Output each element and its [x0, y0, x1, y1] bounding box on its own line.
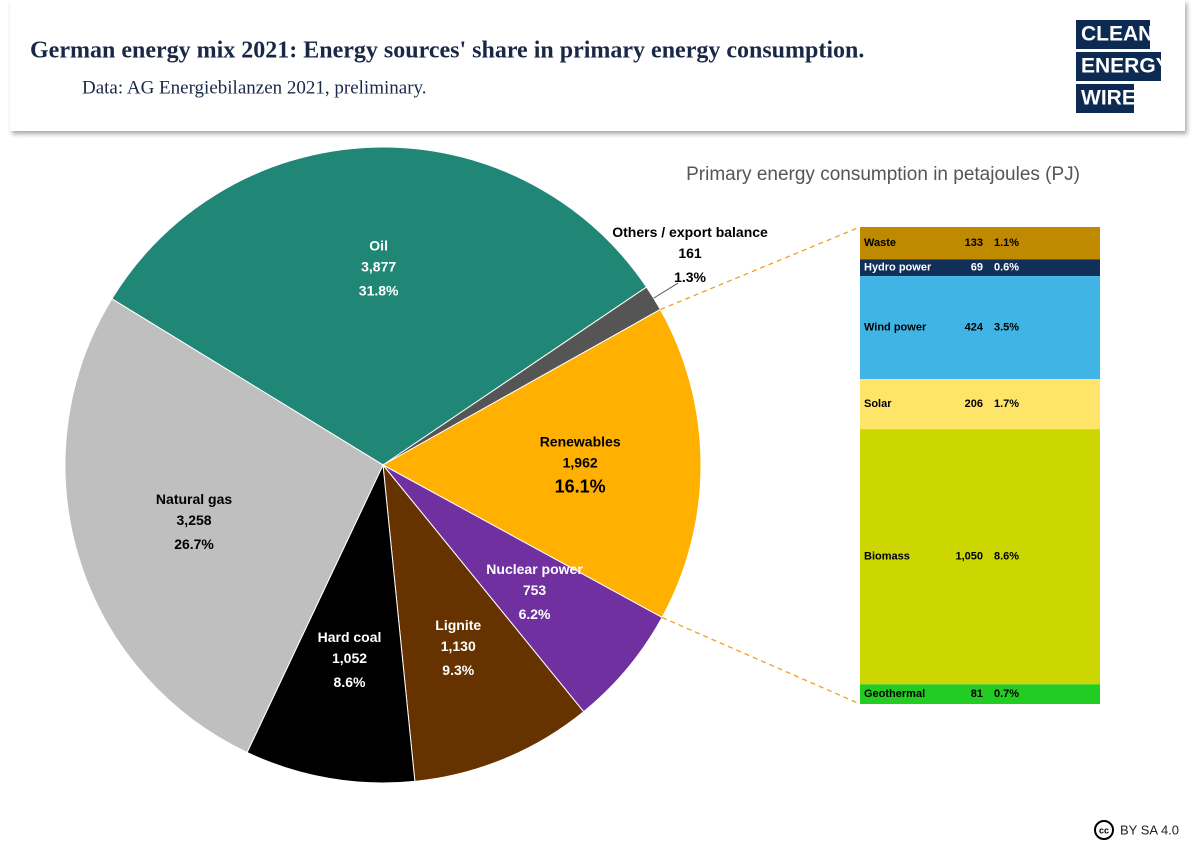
slice-label: Oil [369, 238, 388, 254]
logo: CLEAN ENERGY WIRE [1076, 20, 1170, 113]
pie-slice [381, 308, 702, 619]
segment-value: 1,050 [955, 551, 983, 563]
chart-title: German energy mix 2021: Energy sources' … [30, 38, 864, 64]
logo-box [1076, 52, 1161, 81]
connector-line [661, 616, 861, 705]
segment-percent: 3.5% [994, 322, 1019, 334]
segment-value: 69 [971, 262, 983, 274]
segment-value: 81 [971, 688, 983, 700]
slice-label: Hard coal [318, 629, 382, 645]
license-text: BY SA 4.0 [1120, 822, 1179, 837]
segment-label: Waste [864, 237, 896, 249]
segment-percent: 1.1% [994, 237, 1019, 249]
slice-label: Natural gas [156, 491, 232, 507]
chart-subtitle: Data: AG Energiebilanzen 2021, prelimina… [82, 77, 427, 98]
segment-label: Wind power [864, 322, 927, 334]
slice-label: Renewables [540, 434, 621, 450]
header-panel [10, 0, 1185, 131]
slice-value: 1,130 [441, 638, 476, 654]
segment-value: 424 [965, 322, 984, 334]
slice-label: Lignite [435, 617, 481, 633]
bar-title: Primary energy consumption in petajoules… [686, 164, 1080, 185]
bar-segment [860, 276, 1100, 380]
slice-percent: 1.3% [674, 269, 706, 285]
slice-label: Others / export balance [612, 224, 768, 240]
segment-percent: 0.6% [994, 262, 1019, 274]
slice-value: 3,877 [361, 259, 396, 275]
segment-percent: 8.6% [994, 551, 1019, 563]
pie-slice [382, 464, 663, 713]
slice-percent: 9.3% [442, 662, 474, 678]
slice-value: 161 [678, 245, 702, 261]
segment-label: Hydro power [864, 262, 932, 274]
leader-line [653, 282, 679, 299]
pie-slice [64, 298, 384, 754]
bar-segment [860, 259, 1100, 277]
logo-text: CLEAN [1081, 23, 1153, 46]
segment-label: Solar [864, 398, 892, 410]
bar-segment [860, 684, 1100, 704]
logo-box [1076, 84, 1134, 113]
slice-percent: 8.6% [334, 674, 366, 690]
segment-value: 206 [965, 398, 983, 410]
slice-label: Nuclear power [486, 561, 583, 577]
logo-box [1076, 20, 1150, 49]
bar-segment [860, 429, 1100, 685]
slice-percent: 6.2% [519, 606, 551, 622]
slice-value: 1,962 [563, 455, 598, 471]
license-icon-text: cc [1099, 825, 1109, 835]
slice-percent: 31.8% [359, 283, 399, 299]
pie-slice [111, 146, 648, 466]
license-icon [1094, 820, 1114, 840]
logo-text: WIRE [1081, 87, 1136, 110]
logo-text: ENERGY [1081, 55, 1170, 78]
slice-value: 1,052 [332, 650, 367, 666]
bar-segment [860, 227, 1100, 260]
license: cc BY SA 4.0 [1094, 820, 1179, 840]
slice-value: 753 [523, 582, 547, 598]
segment-percent: 1.7% [994, 398, 1019, 410]
pie-slice [382, 463, 585, 782]
slice-percent: 26.7% [174, 536, 214, 552]
segment-label: Biomass [864, 551, 910, 563]
pie-slice [246, 463, 416, 784]
bar-segment [860, 379, 1100, 430]
slice-value: 3,258 [177, 512, 212, 528]
segment-value: 133 [965, 237, 983, 249]
slice-percent: 16.1% [555, 477, 606, 497]
segment-percent: 0.7% [994, 688, 1019, 700]
segment-label: Geothermal [864, 688, 925, 700]
